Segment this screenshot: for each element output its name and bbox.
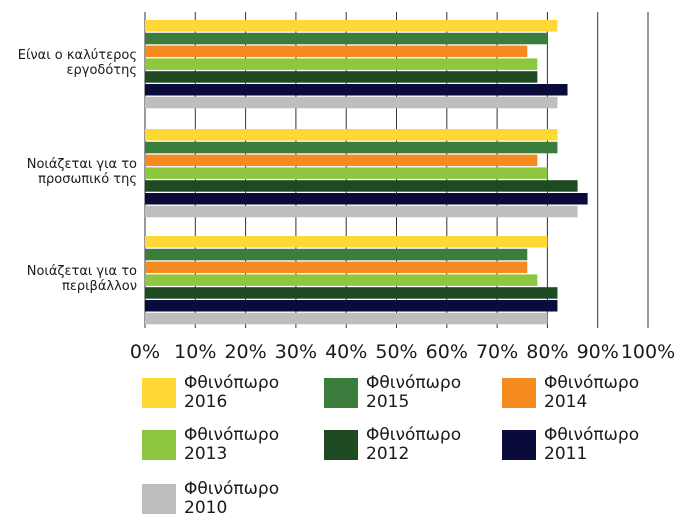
- legend-label-line1: Φθινόπωρο: [544, 425, 640, 445]
- legend-swatch: [502, 430, 536, 460]
- bar: [145, 205, 578, 218]
- legend-item: Φθινόπωρο 2013: [142, 426, 294, 464]
- x-tick-label: 70%: [476, 341, 518, 363]
- legend-item: Φθινόπωρο 2010: [142, 480, 294, 518]
- legend-swatch: [142, 378, 176, 408]
- bar: [145, 71, 538, 83]
- legend-label-line1: Φθινόπωρο: [184, 479, 280, 499]
- category-label: Νοιάζεται για το: [27, 264, 137, 279]
- bar: [145, 287, 558, 299]
- legend-item: Φθινόπωρο 2016: [142, 374, 294, 412]
- legend-swatch: [142, 430, 176, 460]
- bar: [145, 180, 578, 192]
- legend-label-line2: 2012: [366, 444, 410, 464]
- bar: [145, 141, 558, 154]
- legend-label: Φθινόπωρο 2013: [184, 426, 294, 464]
- legend-label-line2: 2010: [184, 498, 228, 518]
- bar: [145, 248, 528, 261]
- legend-label-line2: 2015: [366, 392, 410, 412]
- legend-item: Φθινόπωρο 2015: [324, 374, 476, 412]
- x-tick-label: 0%: [130, 341, 160, 363]
- legend-item: Φθινόπωρο 2012: [324, 426, 476, 464]
- bar: [145, 129, 558, 141]
- legend-swatch: [324, 430, 358, 460]
- legend-label-line1: Φθινόπωρο: [544, 373, 640, 393]
- x-tick-label: 20%: [224, 341, 266, 363]
- bar: [145, 312, 548, 325]
- bar: [145, 300, 558, 312]
- legend-label-line1: Φθινόπωρο: [366, 425, 462, 445]
- legend-swatch: [324, 378, 358, 408]
- bar: [145, 58, 538, 70]
- x-tick-labels: 0% 10% 20% 30% 40% 50% 60% 70% 80% 90% 100%: [130, 341, 675, 363]
- category-label: περιβάλλον: [62, 279, 137, 294]
- legend-swatch: [142, 484, 176, 514]
- legend-label-line2: 2016: [184, 392, 228, 412]
- bar: [145, 96, 558, 109]
- bar: [145, 193, 588, 205]
- legend-label-line2: 2014: [544, 392, 588, 412]
- x-tick-label: 30%: [275, 341, 317, 363]
- bar: [145, 32, 548, 45]
- legend-label-line2: 2013: [184, 444, 228, 464]
- bar: [145, 236, 548, 248]
- category-label: προσωπικό της: [38, 172, 137, 187]
- bar: [145, 154, 538, 167]
- legend-label-line1: Φθινόπωρο: [184, 373, 280, 393]
- x-tick-label: 50%: [375, 341, 417, 363]
- legend-label: Φθινόπωρο 2010: [184, 480, 294, 518]
- legend-label: Φθινόπωρο 2014: [544, 374, 654, 412]
- category-label: εργοδότης: [66, 63, 137, 78]
- bar: [145, 274, 538, 286]
- legend-label-line1: Φθινόπωρο: [366, 373, 462, 393]
- x-tick-label: 90%: [577, 341, 619, 363]
- legend-item: Φθινόπωρο 2014: [502, 374, 654, 412]
- legend-label: Φθινόπωρο 2012: [366, 426, 476, 464]
- bars: [145, 20, 588, 325]
- bar: [145, 84, 568, 96]
- bar: [145, 45, 528, 58]
- legend-item: Φθινόπωρο 2011: [502, 426, 654, 464]
- legend-label: Φθινόπωρο 2016: [184, 374, 294, 412]
- bar: [145, 261, 528, 274]
- legend-swatch: [502, 378, 536, 408]
- x-tick-label: 100%: [621, 341, 675, 363]
- category-label: Νοιάζεται για το: [27, 157, 137, 172]
- x-tick-label: 40%: [325, 341, 367, 363]
- x-tick-label: 80%: [526, 341, 568, 363]
- legend-label: Φθινόπωρο 2015: [366, 374, 476, 412]
- legend-label-line1: Φθινόπωρο: [184, 425, 280, 445]
- bar: [145, 167, 548, 179]
- category-label: Είναι ο καλύτερος: [18, 48, 137, 63]
- x-tick-label: 60%: [426, 341, 468, 363]
- x-tick-label: 10%: [174, 341, 216, 363]
- bar: [145, 20, 558, 32]
- legend-label: Φθινόπωρο 2011: [544, 426, 654, 464]
- legend-label-line2: 2011: [544, 444, 588, 464]
